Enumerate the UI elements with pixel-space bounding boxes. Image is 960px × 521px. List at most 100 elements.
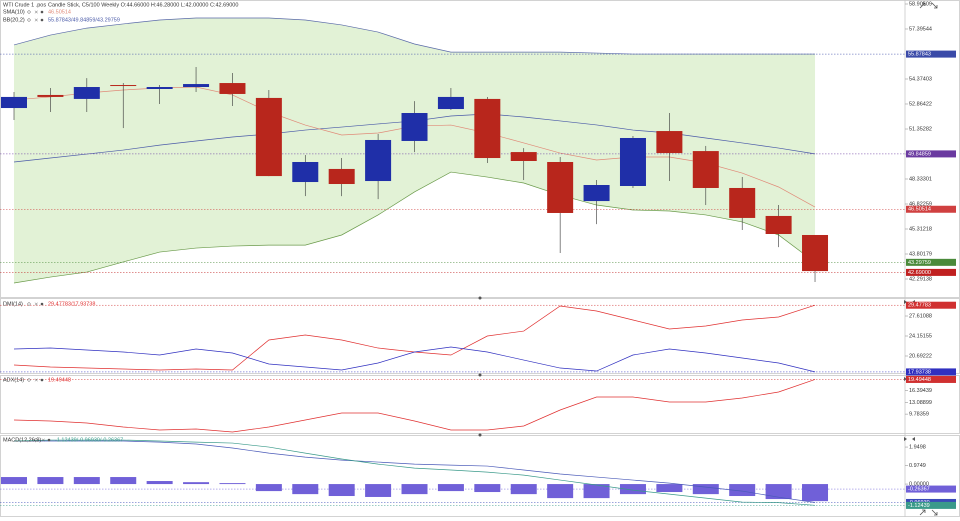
candle-body bbox=[692, 151, 719, 188]
price-level-label: 17.93738 bbox=[908, 369, 931, 375]
y-tick-label: 1.9498 bbox=[909, 445, 926, 451]
legend-value: 29.47783/17.93738 bbox=[48, 301, 95, 307]
legend-name: SMA(10) bbox=[3, 9, 25, 15]
y-tick-label: 48.33301 bbox=[909, 176, 932, 182]
y-tick-label: 51.35282 bbox=[909, 126, 932, 132]
price-level-label: -1.12439 bbox=[908, 503, 930, 509]
restore-icon[interactable] bbox=[931, 2, 938, 9]
splitter[interactable] bbox=[478, 433, 482, 437]
legend-icon bbox=[40, 302, 44, 306]
y-tick-label: 24.15155 bbox=[909, 333, 932, 339]
histogram-bar bbox=[474, 484, 501, 493]
legend-icon bbox=[41, 438, 45, 442]
y-tick-label: 45.31218 bbox=[909, 226, 932, 232]
histogram-bar bbox=[292, 484, 319, 495]
legend-value: -1.12439/-0.96930/-0.26367 bbox=[55, 437, 123, 443]
price-level-label: -0.26367 bbox=[908, 487, 930, 493]
legend-icon bbox=[34, 378, 38, 382]
legend-name: BB(20,2) bbox=[3, 17, 25, 23]
price-level-label: 42.69000 bbox=[908, 270, 931, 276]
price-level-label: 46.50514 bbox=[908, 207, 931, 213]
price-level-box bbox=[906, 368, 956, 376]
arrows[interactable] bbox=[904, 437, 915, 441]
legend-value: 19.49448 bbox=[48, 377, 71, 383]
candle-body bbox=[656, 131, 683, 154]
y-tick-label: 27.61088 bbox=[909, 313, 932, 319]
candle-body bbox=[37, 94, 64, 97]
legend-icon bbox=[34, 18, 38, 22]
legend-icon bbox=[27, 10, 31, 14]
candle-body bbox=[110, 85, 137, 87]
indicator-line bbox=[13, 379, 816, 433]
histogram-bar bbox=[1, 477, 27, 485]
price-level-box bbox=[906, 375, 956, 383]
maximize-icon[interactable] bbox=[919, 509, 926, 516]
price-level-label: 29.47783 bbox=[908, 303, 931, 309]
histogram-bar bbox=[37, 477, 64, 485]
legend-icon bbox=[27, 18, 31, 22]
price-level-label: 55.87843 bbox=[908, 52, 931, 58]
legend-icon bbox=[40, 378, 44, 382]
histogram-bar bbox=[765, 484, 792, 500]
chart-subtitle: Candle Stick, C5/100 Weekly O:44.66000 H… bbox=[48, 2, 238, 8]
histogram-bar bbox=[219, 483, 246, 485]
macd-line bbox=[13, 439, 816, 506]
y-tick-label: 20.69222 bbox=[909, 353, 932, 359]
price-level-label: 19.49448 bbox=[908, 377, 931, 383]
price-level-label: 49.84859 bbox=[908, 151, 931, 157]
maximize-icon[interactable] bbox=[919, 2, 926, 9]
panel-title: DMI(14) bbox=[3, 301, 23, 307]
y-tick-label: 54.37403 bbox=[909, 76, 932, 82]
candle-body bbox=[802, 234, 829, 272]
histogram-bar bbox=[583, 484, 610, 499]
splitter[interactable] bbox=[478, 373, 482, 377]
panel: 58.90509 57.39544 54.37403 52.86422 51.35282… bbox=[0, 1, 956, 284]
candle-body bbox=[292, 161, 319, 183]
y-tick-label: 43.80179 bbox=[909, 251, 932, 257]
candle-body bbox=[401, 113, 428, 141]
legend-icon bbox=[27, 302, 31, 306]
histogram-bar bbox=[619, 484, 646, 495]
histogram-bar bbox=[73, 477, 100, 485]
legend-value: 46.50514 bbox=[48, 9, 71, 15]
histogram-bar bbox=[656, 484, 683, 493]
y-tick-label: 57.39544 bbox=[909, 26, 932, 32]
candle-body bbox=[146, 87, 173, 89]
candle-body bbox=[219, 83, 246, 94]
candle-body bbox=[183, 84, 210, 88]
candle-body bbox=[547, 161, 574, 213]
candle-body bbox=[365, 139, 392, 182]
candle-body bbox=[328, 168, 355, 185]
y-tick-label: 0.9749 bbox=[909, 463, 926, 469]
price-level-label: 43.29759 bbox=[908, 260, 931, 266]
panel: 1.94980.97490.00000-0.26367-0.96930-1.12… bbox=[0, 437, 956, 509]
band-lower bbox=[13, 171, 816, 284]
candle-body bbox=[474, 98, 501, 159]
price-level-box bbox=[906, 501, 956, 509]
legend-icon bbox=[34, 302, 38, 306]
candle-body bbox=[437, 96, 464, 110]
histogram-bar bbox=[255, 484, 282, 492]
splitter[interactable] bbox=[478, 296, 482, 300]
y-tick-label: 46.82259 bbox=[909, 201, 932, 207]
toolbar[interactable] bbox=[919, 2, 938, 516]
histogram-bar bbox=[110, 477, 137, 485]
panel-title: MACD(12,26,9) bbox=[3, 437, 41, 443]
macd-line bbox=[14, 440, 816, 503]
legend-icon bbox=[40, 18, 44, 22]
y-tick-label: 42.29138 bbox=[909, 276, 932, 282]
panel: 16.39439 13.08899 9.78359 19.49448 ADX(14) 19… bbox=[0, 375, 956, 433]
y-tick-label: 52.86422 bbox=[909, 101, 932, 107]
legend-icon bbox=[34, 438, 38, 442]
legend-value: 55.87843/49.84859/43.29759 bbox=[48, 17, 120, 23]
restore-icon[interactable] bbox=[931, 509, 938, 516]
legend-icon bbox=[27, 378, 31, 382]
candle-body bbox=[73, 87, 100, 99]
chart-title: WTI Crude 1 .pos bbox=[3, 2, 46, 8]
y-tick-label: 16.39439 bbox=[909, 388, 932, 394]
histogram-bar bbox=[365, 484, 392, 497]
y-tick-label: 58.90509 bbox=[909, 1, 932, 7]
candle-body bbox=[619, 137, 646, 186]
y-tick-label: 9.78359 bbox=[909, 412, 929, 418]
